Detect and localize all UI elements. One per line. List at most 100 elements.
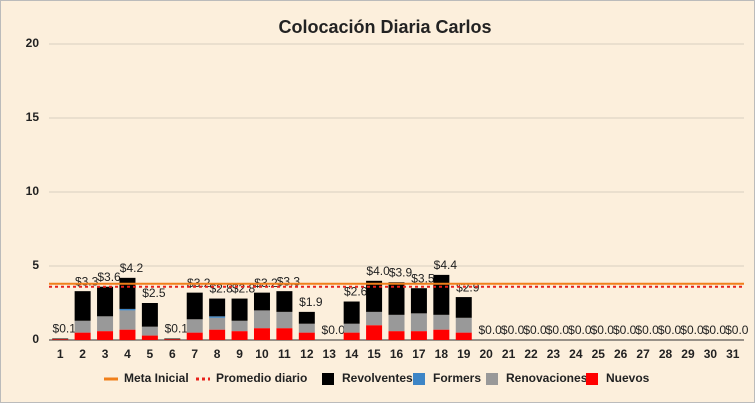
x-tick-label: 22 <box>524 347 538 361</box>
data-label: $0.0 <box>322 323 346 337</box>
data-label: $0.0 <box>523 323 547 337</box>
x-tick-label: 23 <box>547 347 561 361</box>
data-label: $0.0 <box>568 323 592 337</box>
bar-segment <box>186 319 203 333</box>
x-tick-label: 10 <box>255 347 269 361</box>
bar-segment <box>209 317 226 330</box>
bar-segment <box>141 326 158 336</box>
data-label: $0.0 <box>680 323 704 337</box>
bar-segment <box>388 282 405 315</box>
legend-label: Renovaciones <box>506 371 588 385</box>
x-tick-label: 8 <box>214 347 221 361</box>
y-tick-label: 10 <box>26 184 40 198</box>
data-label: $2.5 <box>142 286 166 300</box>
bar-segment <box>209 298 226 317</box>
bar-segment <box>455 332 472 340</box>
legend-swatch <box>322 373 334 385</box>
bar-segment <box>52 339 69 340</box>
data-label: $2.6 <box>344 285 368 299</box>
x-tick-label: 17 <box>412 347 426 361</box>
data-label: $3.6 <box>97 270 121 284</box>
data-label: $0.0 <box>658 323 682 337</box>
legend-label: Nuevos <box>606 371 650 385</box>
bar-segment <box>433 329 450 340</box>
legend-swatch <box>486 373 498 385</box>
x-tick-label: 2 <box>79 347 86 361</box>
bar-segment <box>388 314 405 332</box>
data-label: $0.1 <box>53 322 77 336</box>
x-tick-label: 9 <box>236 347 243 361</box>
data-label: $4.4 <box>434 258 458 272</box>
x-tick-label: 21 <box>502 347 516 361</box>
data-label: $0.0 <box>478 323 502 337</box>
data-label: $4.0 <box>366 264 390 278</box>
bar-segment <box>74 332 91 340</box>
bar-segment <box>74 320 91 333</box>
x-tick-label: 1 <box>57 347 64 361</box>
bar-segment <box>343 301 360 324</box>
x-tick-label: 5 <box>147 347 154 361</box>
bar-segment <box>276 291 293 312</box>
bar-segment <box>433 314 450 330</box>
x-tick-label: 20 <box>479 347 493 361</box>
x-tick-label: 19 <box>457 347 471 361</box>
legend-label: Meta Inicial <box>124 371 189 385</box>
data-label: $0.1 <box>165 322 189 336</box>
x-tick-label: 14 <box>345 347 359 361</box>
x-tick-label: 18 <box>435 347 449 361</box>
bar-segment <box>119 308 136 311</box>
x-tick-label: 6 <box>169 347 176 361</box>
x-tick-label: 12 <box>300 347 314 361</box>
legend-label: Promedio diario <box>216 371 307 385</box>
bar-segment <box>276 328 293 340</box>
data-label: $2.8 <box>232 282 256 296</box>
data-label: $3.3 <box>277 274 301 288</box>
x-tick-label: 28 <box>659 347 673 361</box>
bar-segment <box>231 320 248 332</box>
bar-segment <box>388 331 405 340</box>
bar-segment <box>410 288 427 314</box>
bar-segment <box>74 291 91 321</box>
x-tick-label: 4 <box>124 347 131 361</box>
bar-segment <box>119 310 136 330</box>
x-tick-label: 16 <box>390 347 404 361</box>
data-label: $1.9 <box>299 295 323 309</box>
x-tick-label: 11 <box>278 347 291 361</box>
y-tick-label: 5 <box>32 258 39 272</box>
x-tick-label: 26 <box>614 347 628 361</box>
y-tick-label: 0 <box>32 332 39 346</box>
bar-segment <box>343 332 360 340</box>
bar-segment <box>410 331 427 340</box>
x-tick-label: 24 <box>569 347 583 361</box>
data-label: $3.9 <box>389 265 413 279</box>
bar-segment <box>253 310 270 329</box>
data-label: $0.0 <box>635 323 659 337</box>
x-tick-label: 13 <box>323 347 337 361</box>
bar-segment <box>298 332 315 340</box>
bar-segment <box>298 311 315 324</box>
bar-segment <box>186 332 203 340</box>
x-tick-label: 31 <box>726 347 740 361</box>
data-label: $4.2 <box>120 261 144 275</box>
bar-segment <box>119 277 136 309</box>
bar-segment <box>253 328 270 340</box>
data-label: $0.0 <box>501 323 525 337</box>
bar-segment <box>298 323 315 333</box>
x-tick-label: 27 <box>636 347 650 361</box>
bar-segment <box>164 338 181 340</box>
data-label: $3.3 <box>75 274 99 288</box>
bar-segment <box>433 274 450 315</box>
x-tick-label: 3 <box>102 347 109 361</box>
bar-segment <box>366 311 383 326</box>
bar-segment <box>209 316 226 318</box>
y-tick-label: 20 <box>26 36 40 50</box>
data-label: $0.0 <box>725 323 749 337</box>
bar-segment <box>141 335 158 340</box>
data-label: $0.0 <box>613 323 637 337</box>
data-label: $0.0 <box>703 323 727 337</box>
data-label: $0.0 <box>591 323 615 337</box>
bar-segment <box>164 339 181 340</box>
y-tick-label: 15 <box>26 110 40 124</box>
legend-swatch <box>413 373 425 385</box>
